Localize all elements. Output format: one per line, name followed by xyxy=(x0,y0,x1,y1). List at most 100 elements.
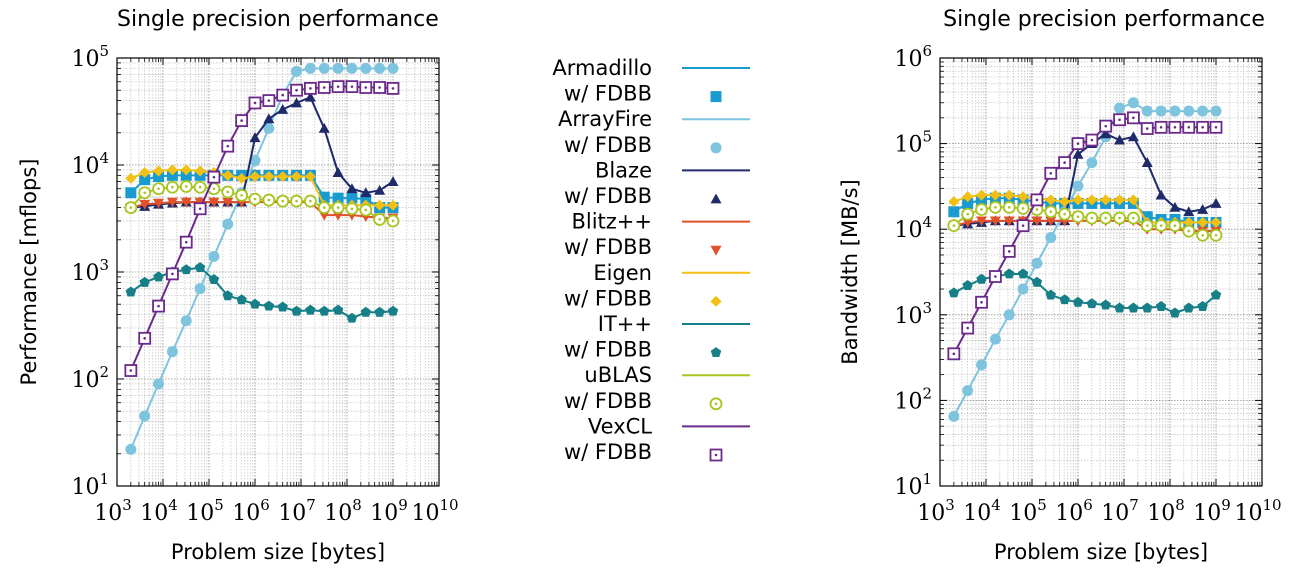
data-point-circle-open-dot xyxy=(1007,206,1011,209)
data-point-pentagon xyxy=(1059,294,1070,305)
data-point-square-open-dot xyxy=(253,101,257,105)
x-tick-label: 108 xyxy=(324,496,362,526)
y-tick-label: 103 xyxy=(71,256,109,286)
data-point-triangle xyxy=(1072,148,1084,159)
data-point-circle xyxy=(962,385,974,397)
legend-label: Blitz++ xyxy=(571,210,652,234)
data-point-triangle-down xyxy=(1045,216,1057,227)
data-point-diamond xyxy=(139,167,151,179)
legend-label: w/ FDBB xyxy=(564,184,652,208)
x-tick-label-base: 10 xyxy=(232,501,260,526)
data-point-diamond xyxy=(1127,194,1139,206)
legend-marker-triangle-down xyxy=(710,245,722,256)
data-point-square xyxy=(346,192,358,204)
y-tick-label-exponent: 3 xyxy=(922,299,932,317)
x-tick-label: 107 xyxy=(278,496,316,526)
data-point-diamond xyxy=(948,196,960,208)
data-point-circle xyxy=(1169,105,1181,117)
data-point-pentagon xyxy=(1100,299,1111,310)
data-point-pentagon xyxy=(1128,302,1139,313)
data-point-square-open-dot xyxy=(129,369,133,372)
data-point-circle-open-dot xyxy=(1076,215,1080,218)
data-point-pentagon xyxy=(139,276,150,287)
legend-entry: Armadillo xyxy=(552,56,750,80)
legend-label: w/ FDBB xyxy=(564,286,652,310)
legend-entry: w/ FDBB xyxy=(564,286,722,310)
data-point-square-open-dot xyxy=(1118,118,1121,122)
x-tick-label-base: 10 xyxy=(411,501,439,526)
data-point-pentagon xyxy=(194,262,206,273)
data-point-triangle-down xyxy=(208,197,220,208)
y-tick-label-base: 10 xyxy=(71,368,99,393)
y-tick-label-base: 10 xyxy=(894,218,922,243)
y-tick-label: 104 xyxy=(71,149,109,179)
data-point-circle xyxy=(1197,105,1209,117)
x-tick-label: 107 xyxy=(1101,496,1139,526)
legend-marker-circle xyxy=(710,142,722,154)
legend-entry: w/ FDBB xyxy=(564,338,722,362)
data-point-circle-open-dot xyxy=(1063,212,1066,216)
legend-marker-square xyxy=(710,91,722,103)
data-point-triangle xyxy=(249,132,261,143)
data-point-square-open-dot xyxy=(1201,126,1204,129)
x-tick-label-base: 10 xyxy=(94,501,122,526)
legend-label: Armadillo xyxy=(552,56,652,80)
legend-marker-circle-open-dot xyxy=(714,402,718,406)
data-point-pentagon xyxy=(948,287,960,298)
data-point-triangle xyxy=(1197,203,1209,214)
x-tick-label-exponent: 7 xyxy=(1129,496,1139,514)
legend-marker-triangle xyxy=(710,193,722,204)
legend-entry: w/ FDBB xyxy=(564,133,722,157)
chart-title: Single precision performance xyxy=(943,7,1265,32)
data-point-circle xyxy=(976,359,988,371)
legend-entry: w/ FDBB xyxy=(564,82,722,106)
data-point-square-open-dot xyxy=(1159,126,1163,129)
x-tick-label: 109 xyxy=(370,496,408,526)
data-point-circle-open-dot xyxy=(1187,229,1191,233)
data-point-circle xyxy=(125,443,137,455)
x-tick-label-exponent: 7 xyxy=(306,496,316,514)
data-point-square-open-dot xyxy=(1132,116,1135,120)
x-tick-label-base: 10 xyxy=(1009,501,1037,526)
data-point-circle-open-dot xyxy=(1049,210,1053,214)
data-point-diamond xyxy=(1114,194,1126,206)
data-point-triangle xyxy=(304,91,316,102)
data-point-triangle-down xyxy=(222,197,234,208)
grid xyxy=(116,57,440,487)
data-point-circle xyxy=(263,122,275,134)
data-point-circle-open-dot xyxy=(1201,233,1204,237)
data-point-circle-open-dot xyxy=(281,199,284,203)
data-point-circle xyxy=(291,65,303,77)
x-tick-label-base: 10 xyxy=(917,501,945,526)
data-point-square-open-dot xyxy=(1049,171,1053,175)
data-point-circle xyxy=(1141,105,1153,117)
y-axis-label: Bandwidth [MB/s] xyxy=(838,179,862,364)
data-point-triangle xyxy=(1183,206,1195,217)
y-tick-label-exponent: 1 xyxy=(922,470,932,488)
data-point-diamond xyxy=(291,171,303,183)
data-point-triangle xyxy=(1100,128,1112,139)
legend-label: w/ FDBB xyxy=(564,235,652,259)
data-point-pentagon xyxy=(208,274,220,284)
x-tick-label-exponent: 5 xyxy=(214,496,224,514)
y-tick-label-exponent: 4 xyxy=(99,149,109,167)
y-axis-label: Performance [mflops] xyxy=(17,159,41,386)
data-point-square-open-dot xyxy=(980,300,983,304)
legend-entry: w/ FDBB xyxy=(564,389,723,413)
data-point-square-open-dot xyxy=(309,87,312,90)
data-point-diamond xyxy=(1059,196,1071,208)
performance-chart: Single precision performance Performance… xyxy=(17,7,459,564)
legend-marker-square-open-dot xyxy=(714,453,718,457)
data-point-pentagon xyxy=(1155,301,1167,311)
data-point-triangle-down xyxy=(180,197,192,208)
data-point-triangle xyxy=(1141,157,1153,167)
data-point-square-open-dot xyxy=(1090,138,1094,142)
data-point-square-open-dot xyxy=(198,207,202,211)
data-point-circle xyxy=(1045,231,1057,243)
data-point-triangle xyxy=(1155,189,1167,200)
data-point-circle-open-dot xyxy=(253,197,257,201)
legend-entry: Eigen xyxy=(593,261,750,285)
data-point-circle-open-dot xyxy=(1035,208,1039,211)
data-point-pentagon xyxy=(1142,302,1153,313)
